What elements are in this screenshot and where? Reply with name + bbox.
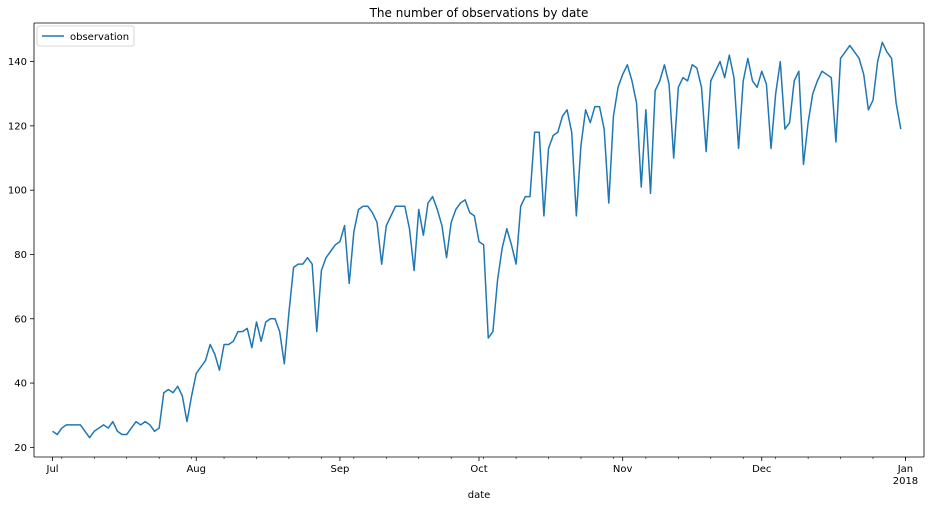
x-tick-label: Nov [613, 464, 633, 475]
x-axis-label: date [468, 490, 491, 501]
x-tick-label: Oct [470, 464, 487, 475]
series-layer [52, 41, 902, 439]
y-tick-label: 140 [8, 57, 27, 68]
y-tick-label: 20 [14, 443, 27, 454]
chart-title: The number of observations by date [369, 6, 589, 20]
series-line-observation [52, 41, 902, 439]
y-tick-label: 100 [8, 186, 27, 197]
x-tick-label: Sep [331, 464, 350, 475]
legend: observation [36, 25, 135, 47]
legend-box [36, 25, 135, 47]
y-tick-label: 60 [14, 314, 27, 325]
x-tick-label: Jan [897, 464, 913, 475]
x-tick-label: Dec [752, 464, 771, 475]
x-tick-sublabel: 2018 [893, 476, 918, 487]
y-tick-label: 120 [8, 121, 27, 132]
x-tick-label: Jul [46, 464, 59, 475]
y-tick-label: 40 [14, 379, 27, 390]
y-tick-label: 80 [14, 250, 27, 261]
legend-label-observation: observation [70, 32, 129, 43]
y-axis-ticks: 20 40 60 80 100 120 140 [8, 57, 34, 454]
x-tick-label: Aug [186, 464, 206, 475]
